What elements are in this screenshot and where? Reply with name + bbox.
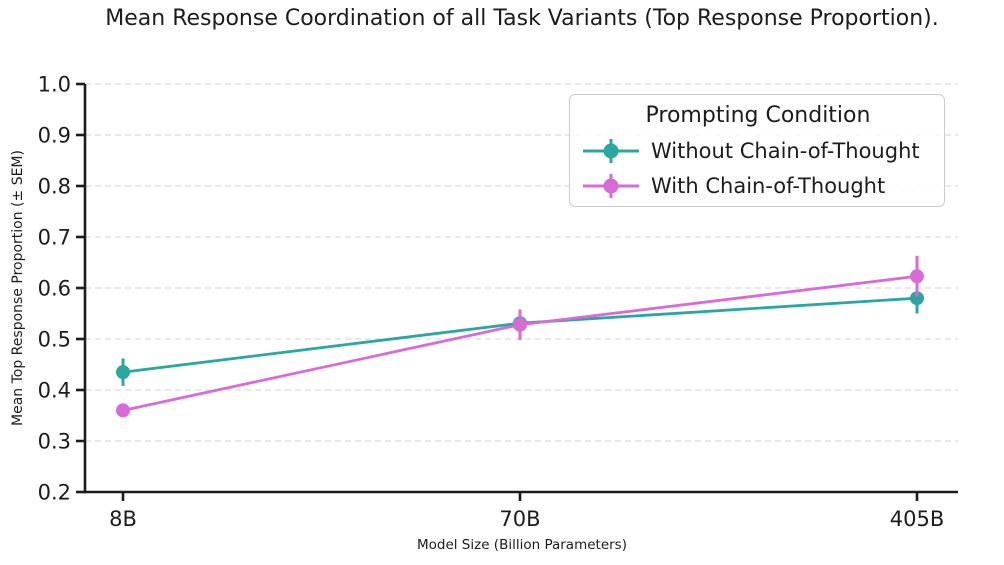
y-tick-label: 0.2 bbox=[38, 481, 71, 505]
data-point bbox=[513, 317, 527, 332]
x-tick-label: 8B bbox=[109, 507, 137, 531]
legend-marker-part bbox=[603, 143, 619, 158]
legend-marker bbox=[583, 138, 639, 163]
legend-marker bbox=[583, 173, 639, 198]
y-tick-label: 0.5 bbox=[38, 328, 71, 352]
legend-entries: Without Chain-of-Thought With Chain-of-Th… bbox=[582, 133, 934, 203]
legend-entry: Without Chain-of-Thought bbox=[582, 133, 934, 168]
x-tick-label: 405B bbox=[890, 507, 945, 531]
legend-marker-part bbox=[603, 178, 619, 193]
y-tick-label: 0.7 bbox=[38, 226, 71, 250]
y-tick-label: 0.8 bbox=[38, 175, 71, 199]
data-point bbox=[116, 365, 130, 380]
y-tick-label: 0.6 bbox=[38, 277, 71, 301]
series-with-cot bbox=[116, 255, 924, 418]
data-point bbox=[116, 403, 130, 418]
chart-title: Mean Response Coordination of all Task V… bbox=[105, 6, 939, 31]
legend-entry-label: Without Chain-of-Thought bbox=[651, 138, 920, 163]
x-tick-label: 70B bbox=[499, 507, 540, 531]
legend-entry-label: With Chain-of-Thought bbox=[651, 173, 886, 198]
legend-entry: With Chain-of-Thought bbox=[582, 168, 934, 203]
y-tick-label: 0.3 bbox=[38, 430, 71, 454]
y-axis-label: Mean Top Response Proportion (± SEM) bbox=[10, 150, 26, 426]
y-tick-label: 0.9 bbox=[38, 124, 71, 148]
data-point bbox=[910, 269, 924, 284]
legend: Prompting Condition Without Chain-of-Tho… bbox=[569, 94, 945, 207]
y-tick-label: 0.4 bbox=[38, 379, 71, 403]
x-axis-label: Model Size (Billion Parameters) bbox=[416, 537, 627, 553]
legend-title: Prompting Condition bbox=[645, 103, 871, 128]
data-point bbox=[910, 291, 924, 306]
y-tick-label: 1.0 bbox=[38, 73, 71, 97]
